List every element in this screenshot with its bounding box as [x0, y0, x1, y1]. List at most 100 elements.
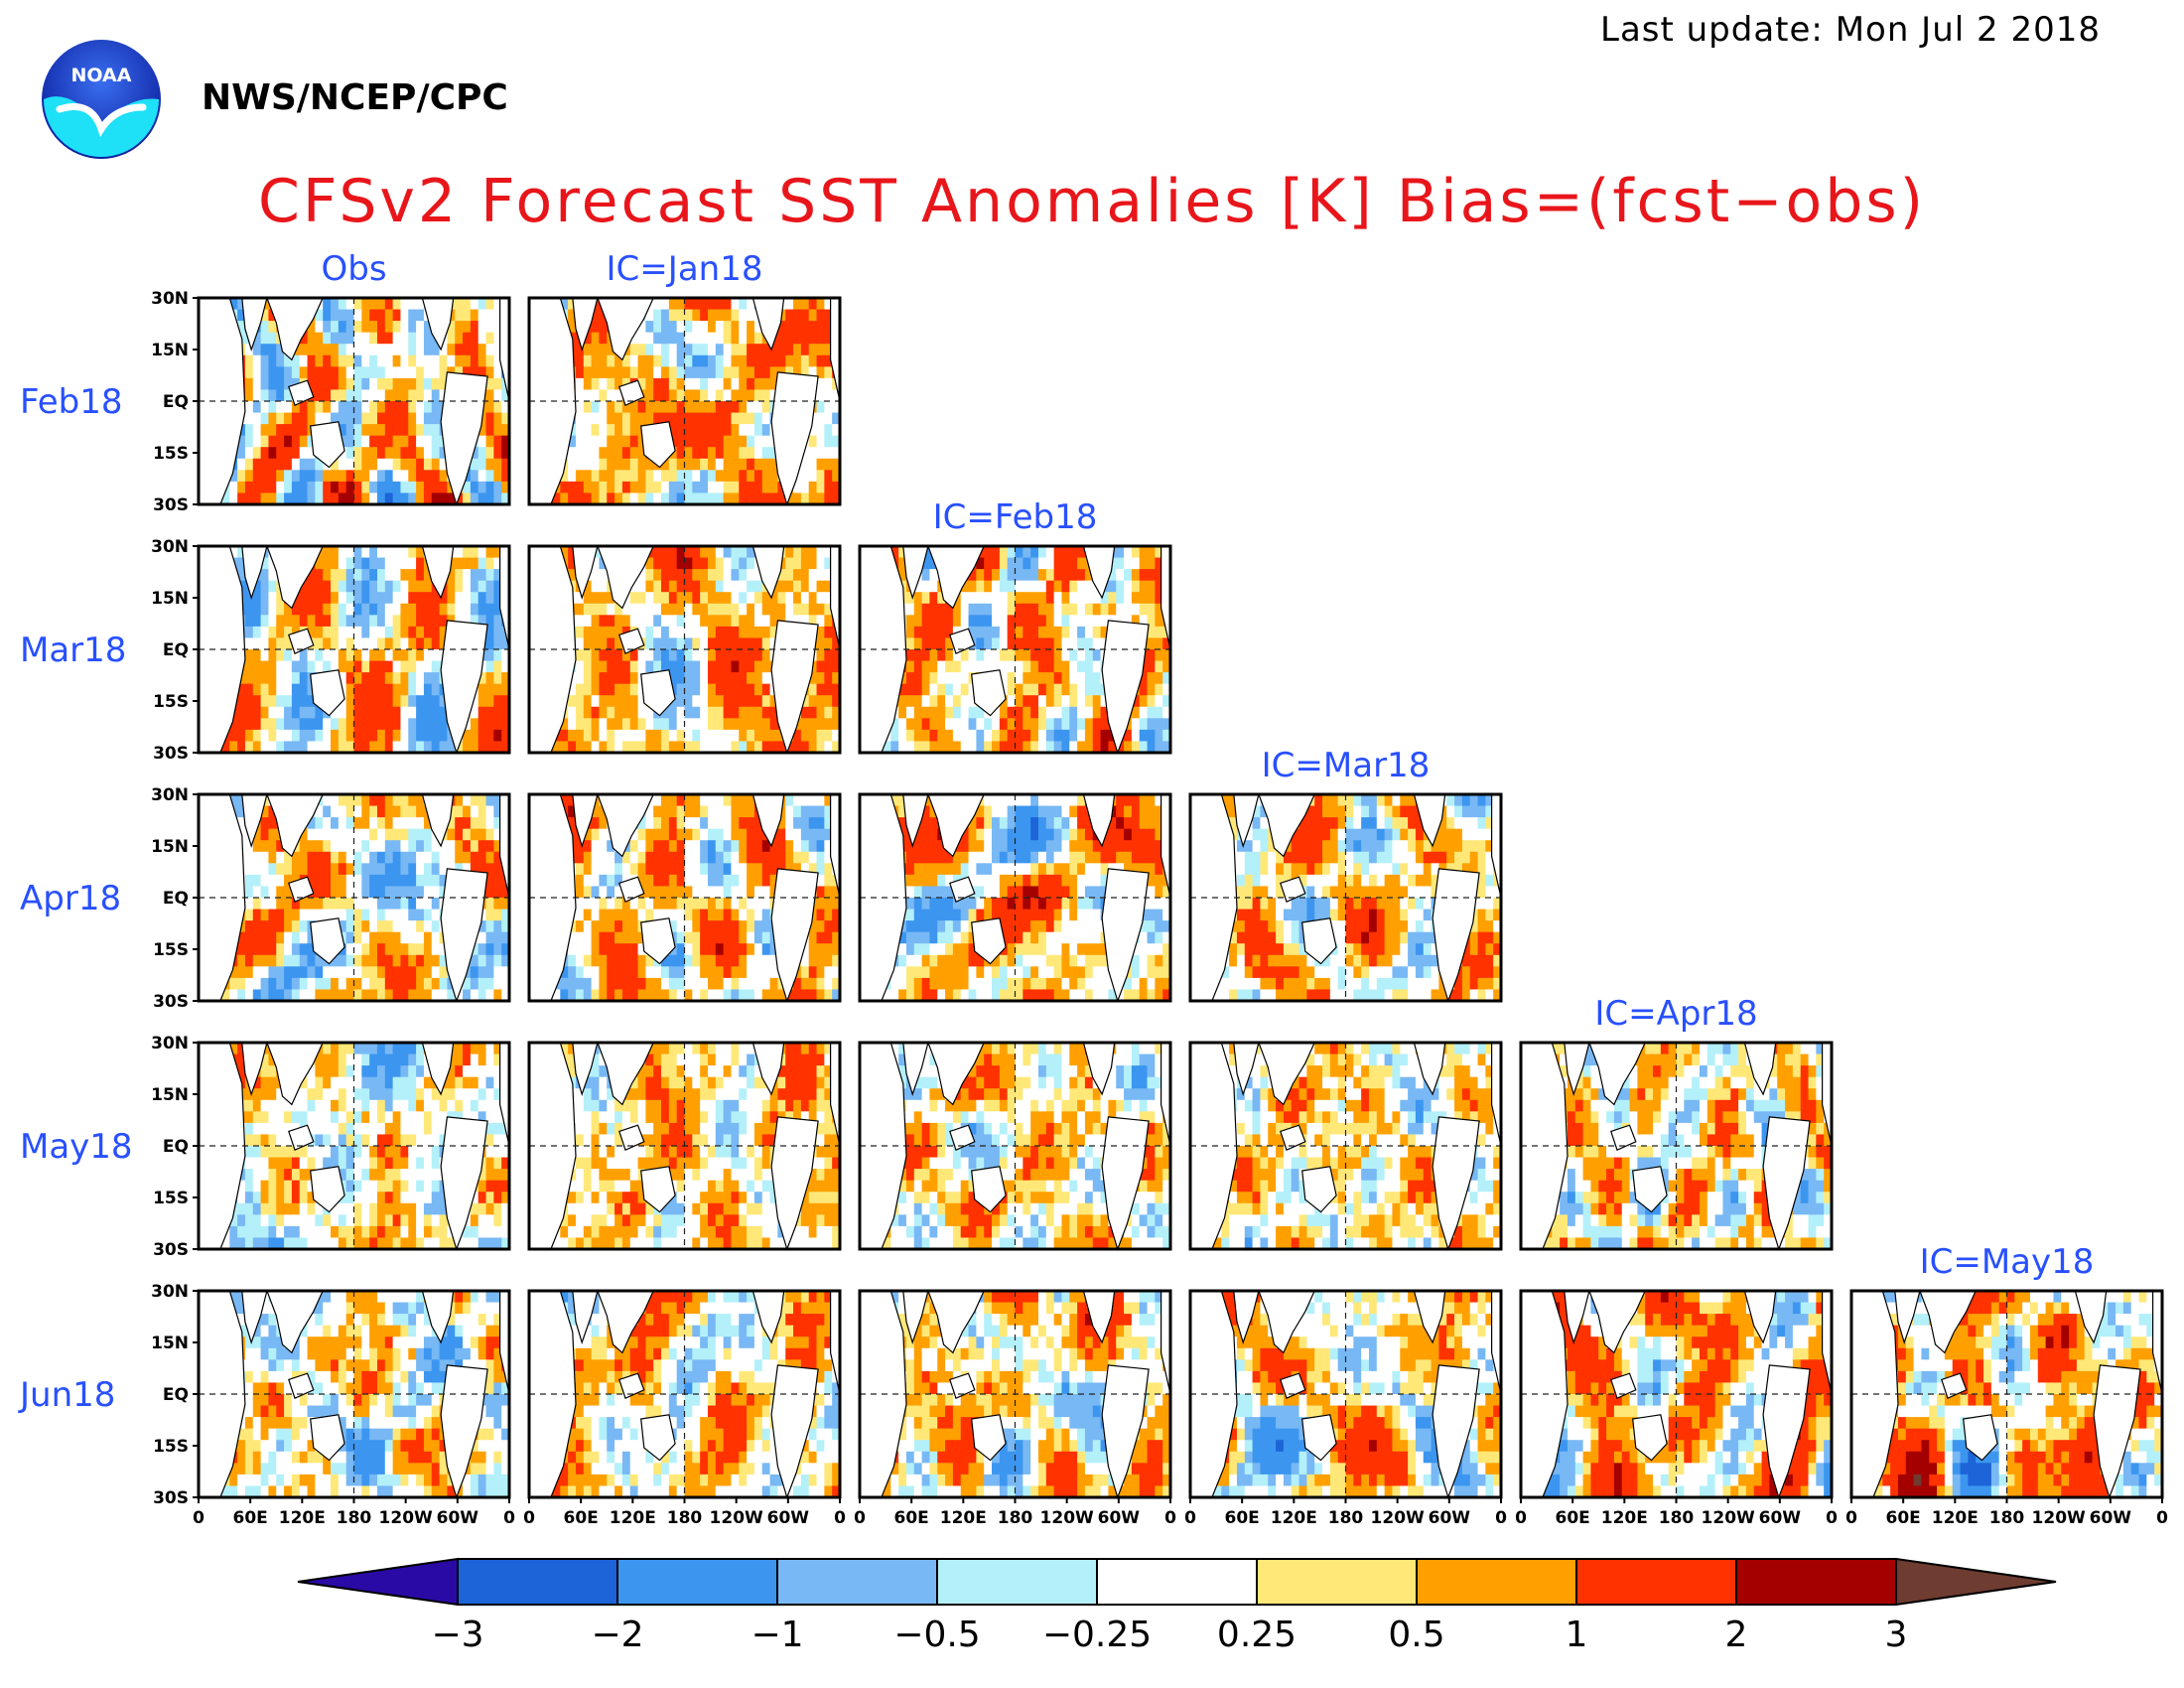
column-label: IC=May18: [1920, 1242, 2095, 1282]
colorbar-segment: [1096, 1558, 1258, 1606]
y-tick-label: 15N: [151, 1334, 189, 1353]
map-panel: [858, 792, 1172, 1003]
map-panel: [527, 1289, 842, 1499]
colorbar-label: −3: [431, 1615, 483, 1655]
y-tick-label: 30N: [151, 1282, 189, 1302]
column-label: Obs: [321, 249, 386, 289]
colorbar-label: 1: [1566, 1615, 1588, 1655]
colorbar-segment: [1735, 1558, 1897, 1606]
x-tick-label: 60E: [1886, 1508, 1921, 1528]
x-tick-label: 0: [1164, 1508, 1176, 1528]
panel-frame: [1188, 792, 1503, 1003]
x-tick-label: 0: [1184, 1508, 1196, 1528]
panel-frame: [527, 296, 842, 506]
x-tick-label: 60W: [1098, 1508, 1141, 1528]
x-tick-label: 60W: [1429, 1508, 1471, 1528]
x-tick-label: 0: [523, 1508, 535, 1528]
panel-frame: [858, 1041, 1172, 1251]
colorbar-label: 0.5: [1388, 1615, 1444, 1655]
y-tick-label: EQ: [163, 1385, 189, 1405]
colorbar-segment: [776, 1558, 938, 1606]
x-tick-label: 0: [1845, 1508, 1857, 1528]
map-panel: [858, 1041, 1172, 1251]
map-panel: [197, 1289, 511, 1499]
colorbar-label: 3: [1885, 1615, 1908, 1655]
y-tick-label: 30N: [151, 289, 189, 309]
y-tick-label: 15S: [153, 1437, 189, 1457]
y-tick-label: 15N: [151, 1085, 189, 1105]
colorbar-label: −2: [591, 1615, 643, 1655]
x-tick-label: 60E: [233, 1508, 268, 1528]
y-tick-label: 30N: [151, 785, 189, 805]
y-tick-label: EQ: [163, 640, 189, 660]
y-tick-label: EQ: [163, 392, 189, 412]
x-tick-label: 0: [1495, 1508, 1507, 1528]
panel-frame: [858, 544, 1172, 755]
y-tick-label: 15S: [153, 940, 189, 960]
x-tick-label: 60W: [1759, 1508, 1802, 1528]
x-tick-label: 0: [2156, 1508, 2168, 1528]
y-tick-label: 15N: [151, 589, 189, 609]
panel-frame: [858, 792, 1172, 1003]
colorbar-segment: [1256, 1558, 1418, 1606]
column-label: IC=Apr18: [1594, 994, 1757, 1034]
map-panel: [858, 544, 1172, 755]
agency-label: NWS/NCEP/CPC: [202, 77, 508, 118]
colorbar-label: −1: [751, 1615, 803, 1655]
colorbar-segment: [1575, 1558, 1737, 1606]
row-label: Jun18: [18, 1375, 115, 1415]
y-tick-label: 15S: [153, 692, 189, 712]
x-tick-label: 120W: [710, 1508, 763, 1528]
panel-frame: [527, 544, 842, 755]
logo-text: NOAA: [71, 65, 132, 86]
last-update-text: Last update: Mon Jul 2 2018: [1600, 10, 2101, 50]
x-tick-label: 0: [193, 1508, 205, 1528]
x-tick-label: 120W: [1371, 1508, 1425, 1528]
x-tick-label: 180: [1328, 1508, 1364, 1528]
colorbar-segment: [457, 1558, 618, 1606]
x-tick-label: 120W: [1040, 1508, 1094, 1528]
map-panel: [1188, 1041, 1503, 1251]
y-tick-label: 30N: [151, 537, 189, 557]
x-tick-label: 0: [1515, 1508, 1527, 1528]
y-tick-label: 30S: [153, 1240, 189, 1260]
row-label: Mar18: [20, 631, 126, 670]
map-panel: [858, 1289, 1172, 1499]
x-tick-label: 120E: [1932, 1508, 1979, 1528]
x-tick-label: 60E: [564, 1508, 599, 1528]
y-tick-label: EQ: [163, 889, 189, 909]
panel-frame: [1519, 1041, 1834, 1251]
colorbar-segment: [936, 1558, 1098, 1606]
x-tick-label: 180: [998, 1508, 1033, 1528]
x-tick-label: 0: [834, 1508, 846, 1528]
colorbar-label: 2: [1725, 1615, 1748, 1655]
column-label: IC=Mar18: [1262, 746, 1431, 785]
y-tick-label: 15S: [153, 1189, 189, 1208]
x-tick-label: 120E: [279, 1508, 326, 1528]
map-panel: [197, 544, 511, 755]
row-label: May18: [20, 1127, 133, 1167]
x-tick-label: 0: [854, 1508, 866, 1528]
colorbar-label: −0.25: [1042, 1615, 1152, 1655]
colorbar-segment: [1416, 1558, 1577, 1606]
x-tick-label: 60W: [2090, 1508, 2132, 1528]
chart-title: CFSv2 Forecast SST Anomalies [K] Bias=(f…: [257, 167, 1927, 236]
map-panel: [1519, 1289, 1834, 1499]
map-panel: [1188, 792, 1503, 1003]
y-tick-label: 30S: [153, 495, 189, 515]
panel-frame: [527, 792, 842, 1003]
map-panel: [1188, 1289, 1503, 1499]
map-panel: [527, 792, 842, 1003]
x-tick-label: 180: [1989, 1508, 2025, 1528]
map-panel: [197, 792, 511, 1003]
colorbar-label: −0.5: [893, 1615, 980, 1655]
x-tick-label: 0: [503, 1508, 515, 1528]
map-panel: [527, 1041, 842, 1251]
x-tick-label: 180: [667, 1508, 703, 1528]
row-label: Feb18: [20, 382, 122, 422]
x-tick-label: 120W: [1702, 1508, 1755, 1528]
column-label: IC=Feb18: [933, 497, 1098, 537]
x-tick-label: 120E: [1601, 1508, 1648, 1528]
y-tick-label: 30S: [153, 744, 189, 764]
